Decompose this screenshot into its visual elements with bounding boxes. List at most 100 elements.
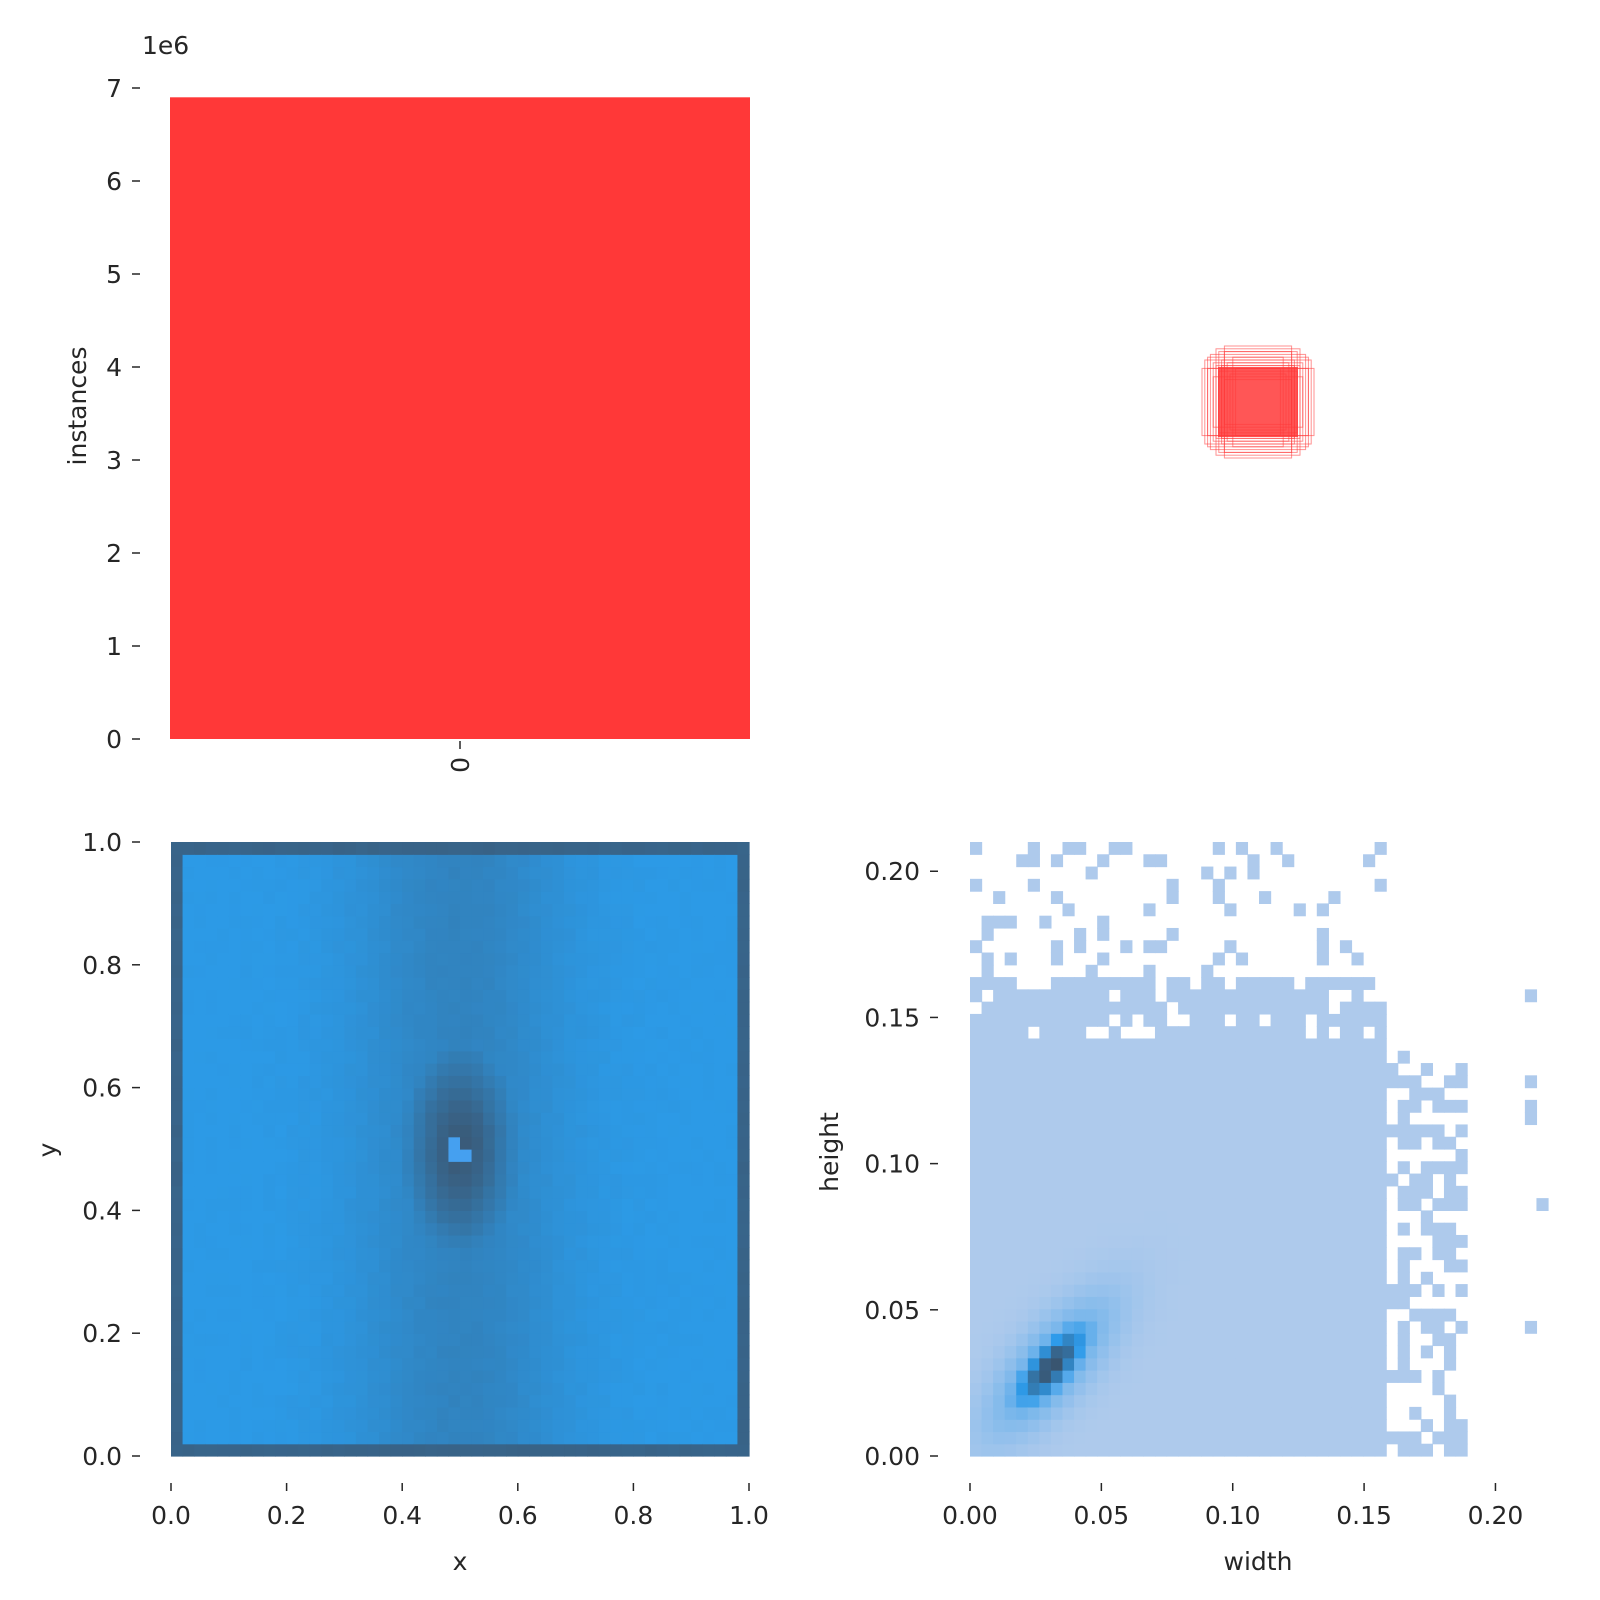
heat-cell bbox=[1282, 1406, 1295, 1420]
heat-cell bbox=[1016, 1406, 1029, 1420]
heat-cell bbox=[621, 1443, 634, 1457]
heat-cell bbox=[1443, 1173, 1457, 1187]
heat-cell bbox=[725, 1271, 739, 1285]
heat-cell bbox=[1212, 1075, 1225, 1089]
heat-cell bbox=[321, 1345, 334, 1359]
heat-cell bbox=[1212, 1050, 1225, 1064]
heat-cell bbox=[402, 1161, 415, 1175]
heat-cell bbox=[656, 1222, 669, 1236]
heat-cell bbox=[1316, 1382, 1329, 1396]
heat-cell bbox=[251, 1099, 265, 1113]
heat-cell bbox=[1189, 1443, 1202, 1457]
heat-cell bbox=[1166, 1345, 1179, 1359]
heat-cell bbox=[656, 1210, 669, 1224]
heat-cell bbox=[413, 977, 426, 990]
heat-cell bbox=[981, 915, 994, 929]
heat-cell bbox=[1363, 1259, 1376, 1273]
heat-cell bbox=[483, 1136, 496, 1150]
heat-cell bbox=[494, 1063, 507, 1076]
heat-cell bbox=[448, 1112, 461, 1126]
heat-cell bbox=[1363, 1112, 1376, 1126]
heat-cell bbox=[1293, 1136, 1306, 1150]
heat-cell bbox=[633, 1161, 646, 1175]
heat-cell bbox=[1351, 1234, 1364, 1248]
heat-cell bbox=[540, 1149, 554, 1162]
heat-cell bbox=[286, 1247, 299, 1261]
heat-cell bbox=[714, 1136, 727, 1150]
heat-cell bbox=[298, 1063, 311, 1076]
heat-cell bbox=[448, 854, 461, 868]
heat-cell bbox=[517, 1308, 530, 1322]
heat-cell bbox=[540, 1124, 554, 1138]
heat-cell bbox=[251, 915, 265, 929]
heat-cell bbox=[517, 1370, 530, 1383]
heat-cell bbox=[240, 1234, 253, 1248]
heat-cell bbox=[251, 854, 265, 868]
heat-cell bbox=[332, 1001, 345, 1015]
heat-cell bbox=[390, 1210, 403, 1224]
heat-cell bbox=[355, 1161, 369, 1175]
heat-cell bbox=[275, 952, 288, 966]
heat-cell bbox=[1097, 1173, 1110, 1187]
heat-cell bbox=[228, 878, 241, 892]
heat-cell bbox=[993, 1247, 1006, 1261]
heat-cell bbox=[564, 1001, 577, 1015]
heat-cell bbox=[1235, 1050, 1249, 1064]
heat-cell bbox=[1154, 1443, 1168, 1457]
heat-cell bbox=[1282, 1357, 1295, 1371]
heat-cell bbox=[1270, 1173, 1283, 1187]
heat-cell bbox=[610, 1259, 623, 1273]
heat-cell bbox=[517, 1357, 530, 1371]
heat-cell bbox=[691, 1431, 704, 1445]
heat-cell bbox=[460, 1038, 473, 1052]
heat-cell bbox=[344, 1382, 357, 1396]
heat-cell bbox=[668, 1198, 681, 1211]
heat-cell bbox=[1039, 1038, 1052, 1052]
heat-cell bbox=[460, 1026, 473, 1040]
heat-cell bbox=[298, 1394, 311, 1408]
heat-cell bbox=[737, 940, 750, 954]
heat-cell bbox=[1201, 1001, 1214, 1015]
heat-cell bbox=[1039, 1357, 1052, 1371]
heat-cell bbox=[460, 1112, 473, 1126]
heat-cell bbox=[702, 1136, 715, 1150]
heat-cell bbox=[1143, 1075, 1156, 1089]
heat-cell bbox=[552, 1222, 565, 1236]
heat-cell bbox=[494, 1259, 507, 1273]
heat-cell bbox=[1224, 1222, 1237, 1236]
heat-cell bbox=[1282, 1099, 1295, 1113]
heat-cell bbox=[1016, 1234, 1029, 1248]
heat-cell bbox=[483, 1222, 496, 1236]
heat-cell bbox=[1351, 1443, 1364, 1457]
heat-cell bbox=[1282, 1050, 1295, 1064]
heat-cell bbox=[298, 1234, 311, 1248]
heat-cell bbox=[379, 1357, 392, 1371]
heat-cell bbox=[725, 1406, 739, 1420]
heat-cell bbox=[587, 866, 600, 880]
heat-cell bbox=[725, 1124, 739, 1138]
heat-cell bbox=[1201, 977, 1214, 990]
heat-cell bbox=[1027, 1394, 1040, 1408]
heat-cell bbox=[1247, 1370, 1260, 1383]
heat-cell bbox=[1131, 1370, 1144, 1383]
heat-cell bbox=[298, 866, 311, 880]
heat-cell bbox=[483, 1345, 496, 1359]
heat-cell bbox=[1351, 1099, 1364, 1113]
heat-cell bbox=[970, 1149, 983, 1162]
heat-cell bbox=[1050, 1013, 1064, 1027]
heat-cell bbox=[517, 866, 530, 880]
heat-cell bbox=[1178, 1198, 1191, 1211]
heat-cell bbox=[981, 1136, 994, 1150]
heat-cell bbox=[1374, 1382, 1387, 1396]
heat-cell bbox=[286, 927, 299, 941]
heat-cell bbox=[460, 1382, 473, 1396]
heat-cell bbox=[402, 1234, 415, 1248]
heat-cell bbox=[679, 1357, 692, 1371]
heat-cell bbox=[402, 854, 415, 868]
heat-cell bbox=[1120, 1419, 1133, 1433]
heat-cell bbox=[517, 1419, 530, 1433]
heat-cell bbox=[575, 915, 588, 929]
heat-cell bbox=[702, 854, 715, 868]
heat-cell bbox=[390, 1320, 403, 1334]
heat-cell bbox=[436, 977, 450, 990]
